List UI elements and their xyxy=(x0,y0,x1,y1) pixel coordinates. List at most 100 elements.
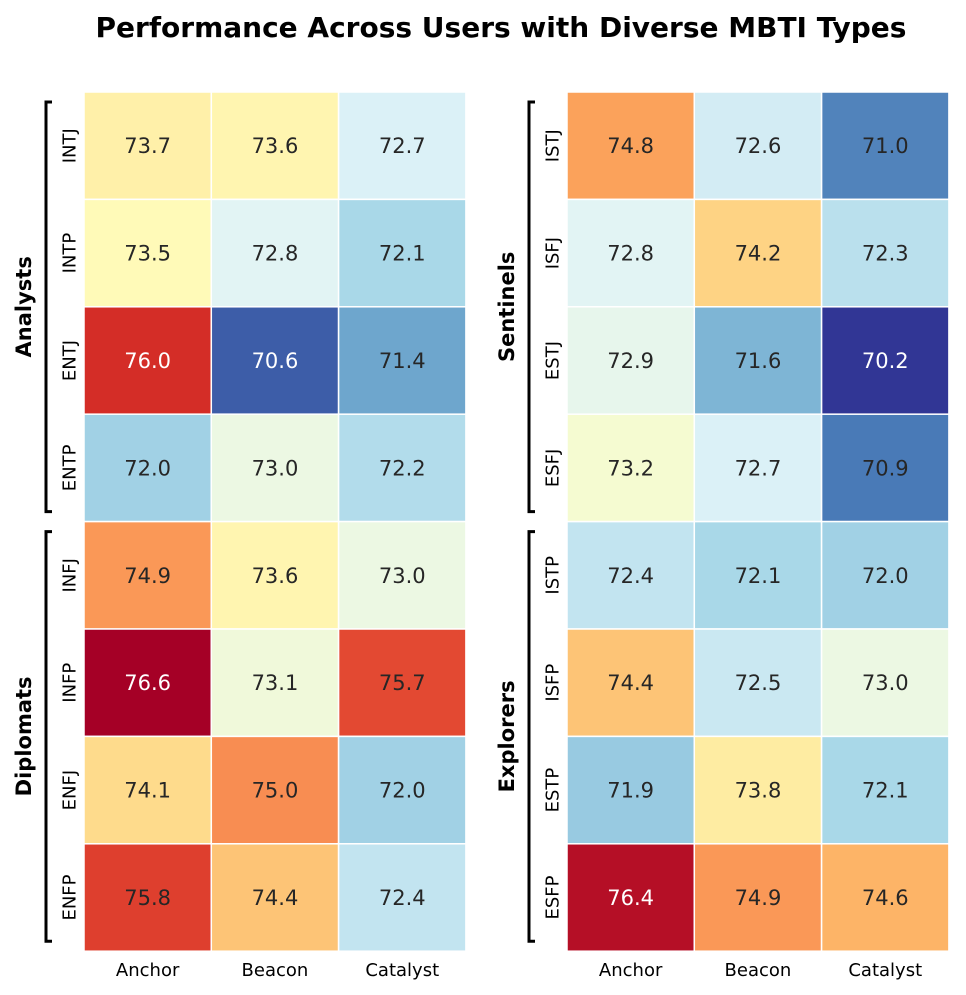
heatmap-cell xyxy=(693,413,823,523)
cell-value-label: 76.4 xyxy=(607,886,654,910)
heatmap-cell xyxy=(566,91,696,201)
heatmap-cell xyxy=(83,628,213,738)
heatmap-cell xyxy=(83,198,213,308)
cell-value-label: 74.2 xyxy=(735,242,782,266)
cell-value-label: 72.6 xyxy=(735,134,782,158)
row-tick-label: INTP xyxy=(60,233,81,274)
cell-value-label: 72.9 xyxy=(607,349,654,373)
cell-value-label: 73.0 xyxy=(379,564,426,588)
cell-value-label: 72.2 xyxy=(379,456,426,480)
heatmap-cell xyxy=(820,520,950,630)
heatmap-cell xyxy=(566,735,696,845)
cell-value-label: 74.8 xyxy=(607,134,654,158)
cell-value-label: 74.6 xyxy=(862,886,909,910)
chart-title: Performance Across Users with Diverse MB… xyxy=(96,11,907,44)
row-tick-label: ESTJ xyxy=(543,341,564,380)
cell-value-label: 71.4 xyxy=(379,349,426,373)
cell-value-label: 74.9 xyxy=(124,564,171,588)
heatmap-cell xyxy=(693,198,823,308)
panels: 73.7 73.6 72.7 INTJ 73.5 72.8 72.1 INTP 76.0 70.6… xyxy=(12,91,950,981)
cell-value-label: 73.0 xyxy=(862,671,909,695)
heatmap-cell xyxy=(820,413,950,523)
row-tick-label: ISFJ xyxy=(543,237,564,269)
cell-value-label: 73.5 xyxy=(124,242,171,266)
cell-value-label: 75.8 xyxy=(124,886,171,910)
cell-value-label: 73.7 xyxy=(124,134,171,158)
heatmap-cell xyxy=(693,843,823,952)
heatmap-cell xyxy=(337,413,467,523)
cell-value-label: 74.9 xyxy=(735,886,782,910)
row-tick-label: ISFP xyxy=(543,664,564,702)
cell-value-label: 73.2 xyxy=(607,456,654,480)
cell-value-label: 73.1 xyxy=(252,671,299,695)
group-label: Diplomats xyxy=(12,676,36,796)
group-bracket xyxy=(527,530,535,943)
row-tick-label: ESFJ xyxy=(543,449,564,487)
cell-value-label: 72.8 xyxy=(607,242,654,266)
heatmap-cell xyxy=(337,520,467,630)
cell-value-label: 72.5 xyxy=(735,671,782,695)
group-bracket xyxy=(527,100,535,514)
group-label: Sentinels xyxy=(495,252,519,362)
cell-value-label: 72.0 xyxy=(379,779,426,803)
group-bracket xyxy=(44,530,52,943)
heatmap-cell xyxy=(337,628,467,738)
column-tick-label: Beacon xyxy=(242,960,309,981)
group-label: Analysts xyxy=(12,256,36,357)
heatmap-cell xyxy=(566,628,696,738)
heatmap-cell xyxy=(337,843,467,952)
heatmap-cell xyxy=(83,91,213,201)
column-tick-label: Catalyst xyxy=(848,960,922,981)
cell-value-label: 70.6 xyxy=(252,349,299,373)
cell-value-label: 70.2 xyxy=(862,349,909,373)
cell-value-label: 72.3 xyxy=(862,242,909,266)
heatmap-cell xyxy=(566,198,696,308)
heatmap-cell xyxy=(83,735,213,845)
cell-value-label: 75.7 xyxy=(379,671,426,695)
heatmap-cell xyxy=(83,413,213,523)
row-tick-label: INFP xyxy=(60,663,81,703)
heatmap-cell xyxy=(820,843,950,952)
row-tick-label: ENFP xyxy=(60,874,81,920)
heatmap-cell xyxy=(820,735,950,845)
column-tick-label: Catalyst xyxy=(365,960,439,981)
row-tick-label: ENTJ xyxy=(60,340,81,381)
group-label: Explorers xyxy=(495,680,519,792)
cell-value-label: 72.0 xyxy=(124,456,171,480)
column-tick-label: Anchor xyxy=(116,960,180,981)
row-tick-label: ISTJ xyxy=(543,129,564,162)
cell-value-label: 75.0 xyxy=(252,779,299,803)
row-tick-label: INFJ xyxy=(60,558,81,592)
heatmap-panel: 73.7 73.6 72.7 INTJ 73.5 72.8 72.1 INTP 76.0 70.6… xyxy=(12,91,467,981)
heatmap-cell xyxy=(820,628,950,738)
row-tick-label: ENFJ xyxy=(60,770,81,811)
cell-value-label: 73.6 xyxy=(252,564,299,588)
cell-value-label: 70.9 xyxy=(862,456,909,480)
cell-value-label: 72.8 xyxy=(252,242,299,266)
cell-value-label: 73.8 xyxy=(735,779,782,803)
heatmap-cell xyxy=(210,628,340,738)
heatmap-cell xyxy=(337,198,467,308)
heatmap-cell xyxy=(337,91,467,201)
cell-value-label: 72.4 xyxy=(607,564,654,588)
row-tick-label: ESTP xyxy=(543,768,564,813)
cell-value-label: 73.6 xyxy=(252,134,299,158)
cell-value-label: 72.1 xyxy=(862,779,909,803)
heatmap-cell xyxy=(210,91,340,201)
column-tick-label: Beacon xyxy=(725,960,792,981)
cell-value-label: 72.7 xyxy=(379,134,426,158)
heatmap-cell xyxy=(210,306,340,415)
cell-value-label: 71.0 xyxy=(862,134,909,158)
heatmap-cell xyxy=(566,306,696,415)
heatmap-cell xyxy=(820,198,950,308)
column-tick-label: Anchor xyxy=(599,960,663,981)
heatmap-cell xyxy=(693,520,823,630)
row-tick-label: INTJ xyxy=(60,128,81,163)
cell-value-label: 72.4 xyxy=(379,886,426,910)
cell-value-label: 72.0 xyxy=(862,564,909,588)
heatmap-cell xyxy=(820,91,950,201)
heatmap-cell xyxy=(83,520,213,630)
heatmap-cell xyxy=(210,520,340,630)
cell-value-label: 74.1 xyxy=(124,779,171,803)
